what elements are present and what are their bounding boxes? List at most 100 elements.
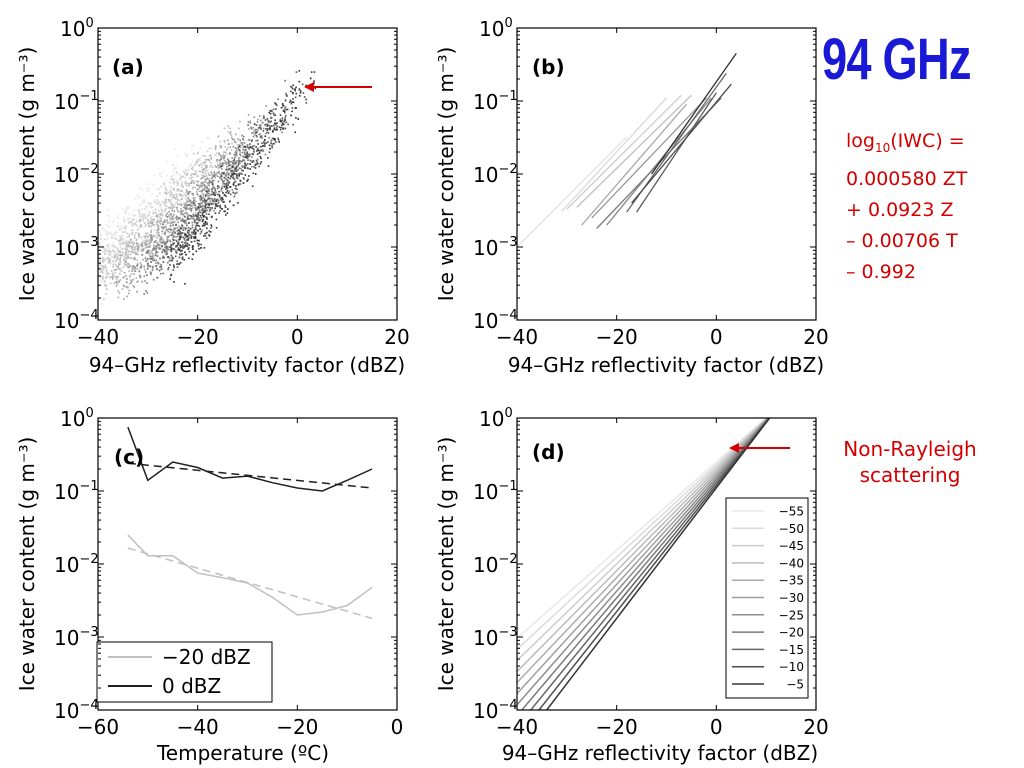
scatter-point — [142, 258, 144, 261]
x-tick-label: −40 — [77, 325, 119, 349]
scatter-point — [170, 259, 173, 262]
y-tick-label: 10−2 — [473, 162, 518, 187]
scatter-point — [158, 269, 161, 272]
scatter-point — [132, 231, 135, 234]
scatter-point — [188, 214, 190, 217]
scatter-point — [261, 137, 263, 139]
scatter-point — [170, 199, 172, 201]
scatter-point — [105, 267, 107, 269]
scatter-point — [229, 171, 232, 173]
scatter-point — [192, 168, 194, 171]
scatter-point — [204, 180, 206, 183]
scatter-point — [247, 153, 250, 155]
scatter-point — [104, 283, 106, 286]
scatter-point — [203, 222, 205, 225]
scatter-point — [133, 249, 135, 251]
scatter-point — [224, 151, 227, 154]
scatter-point — [259, 126, 262, 129]
scatter-point — [194, 202, 196, 205]
scatter-point — [202, 193, 205, 196]
scatter-point — [133, 233, 136, 236]
scatter-point — [175, 246, 177, 248]
scatter-point — [176, 200, 178, 203]
scatter-point — [162, 201, 164, 203]
scatter-point — [206, 150, 209, 153]
scatter-point — [272, 124, 275, 127]
scatter-point — [98, 244, 100, 246]
scatter-point — [271, 143, 274, 145]
scatter-point — [246, 180, 249, 182]
scatter-point — [203, 189, 205, 191]
scatter-point — [229, 152, 231, 154]
x-tick-label: −20 — [276, 715, 318, 739]
scatter-point — [222, 155, 224, 158]
scatter-point — [229, 127, 231, 130]
scatter-point — [135, 245, 138, 247]
scatter-point — [158, 231, 160, 234]
scatter-point — [251, 165, 253, 168]
scatter-point — [231, 142, 233, 145]
scatter-point — [227, 125, 229, 127]
scatter-point — [183, 220, 185, 222]
scatter-point — [188, 257, 190, 259]
scatter-point — [148, 211, 151, 213]
scatter-point — [301, 83, 304, 86]
scatter-point — [174, 231, 176, 234]
scatter-point — [152, 278, 155, 281]
scatter-point — [244, 167, 246, 169]
scatter-point — [158, 234, 160, 237]
scatter-point — [101, 270, 103, 273]
scatter-point — [242, 148, 244, 151]
scatter-point — [275, 108, 277, 110]
scatter-point — [155, 248, 158, 250]
scatter-point — [269, 120, 271, 123]
scatter-point — [160, 272, 162, 275]
scatter-point — [187, 182, 189, 184]
legend-entry: −55 — [779, 505, 804, 519]
scatter-point — [177, 154, 179, 157]
scatter-point — [243, 151, 246, 154]
scatter-point — [239, 183, 241, 185]
scatter-point — [247, 124, 249, 126]
scatter-point — [186, 191, 188, 193]
scatter-point — [121, 239, 124, 242]
scatter-point — [147, 243, 149, 245]
scatter-point — [148, 246, 150, 248]
scatter-point — [201, 141, 203, 144]
scatter-point — [172, 264, 175, 266]
scatter-point — [112, 241, 114, 244]
scatter-point — [272, 112, 275, 115]
scatter-point — [172, 164, 175, 166]
scatter-point — [165, 224, 167, 226]
scatter-point — [237, 202, 239, 204]
scatter-point — [185, 233, 187, 236]
scatter-point — [208, 179, 210, 182]
scatter-point — [251, 156, 253, 158]
scatter-point — [214, 207, 216, 210]
scatter-point — [189, 228, 192, 230]
scatter-point — [186, 245, 189, 248]
scatter-point — [132, 241, 134, 243]
scatter-point — [260, 149, 262, 152]
scatter-point — [181, 190, 183, 192]
scatter-point — [236, 165, 238, 167]
scatter-point — [188, 177, 191, 179]
scatter-point — [156, 198, 158, 201]
scatter-point — [178, 232, 180, 234]
scatter-point — [227, 168, 230, 171]
scatter-point — [154, 241, 156, 243]
scatter-point — [215, 204, 217, 206]
scatter-point — [125, 254, 127, 256]
scatter-point — [272, 108, 275, 111]
scatter-point — [227, 208, 229, 210]
scatter-point — [284, 119, 287, 122]
scatter-point — [149, 241, 152, 244]
scatter-point — [281, 124, 283, 126]
scatter-point — [249, 168, 251, 170]
scatter-point — [152, 267, 154, 269]
scatter-point — [134, 258, 137, 261]
scatter-point — [136, 253, 138, 255]
scatter-point — [149, 253, 151, 255]
scatter-point — [170, 217, 173, 220]
scatter-point — [183, 170, 185, 173]
